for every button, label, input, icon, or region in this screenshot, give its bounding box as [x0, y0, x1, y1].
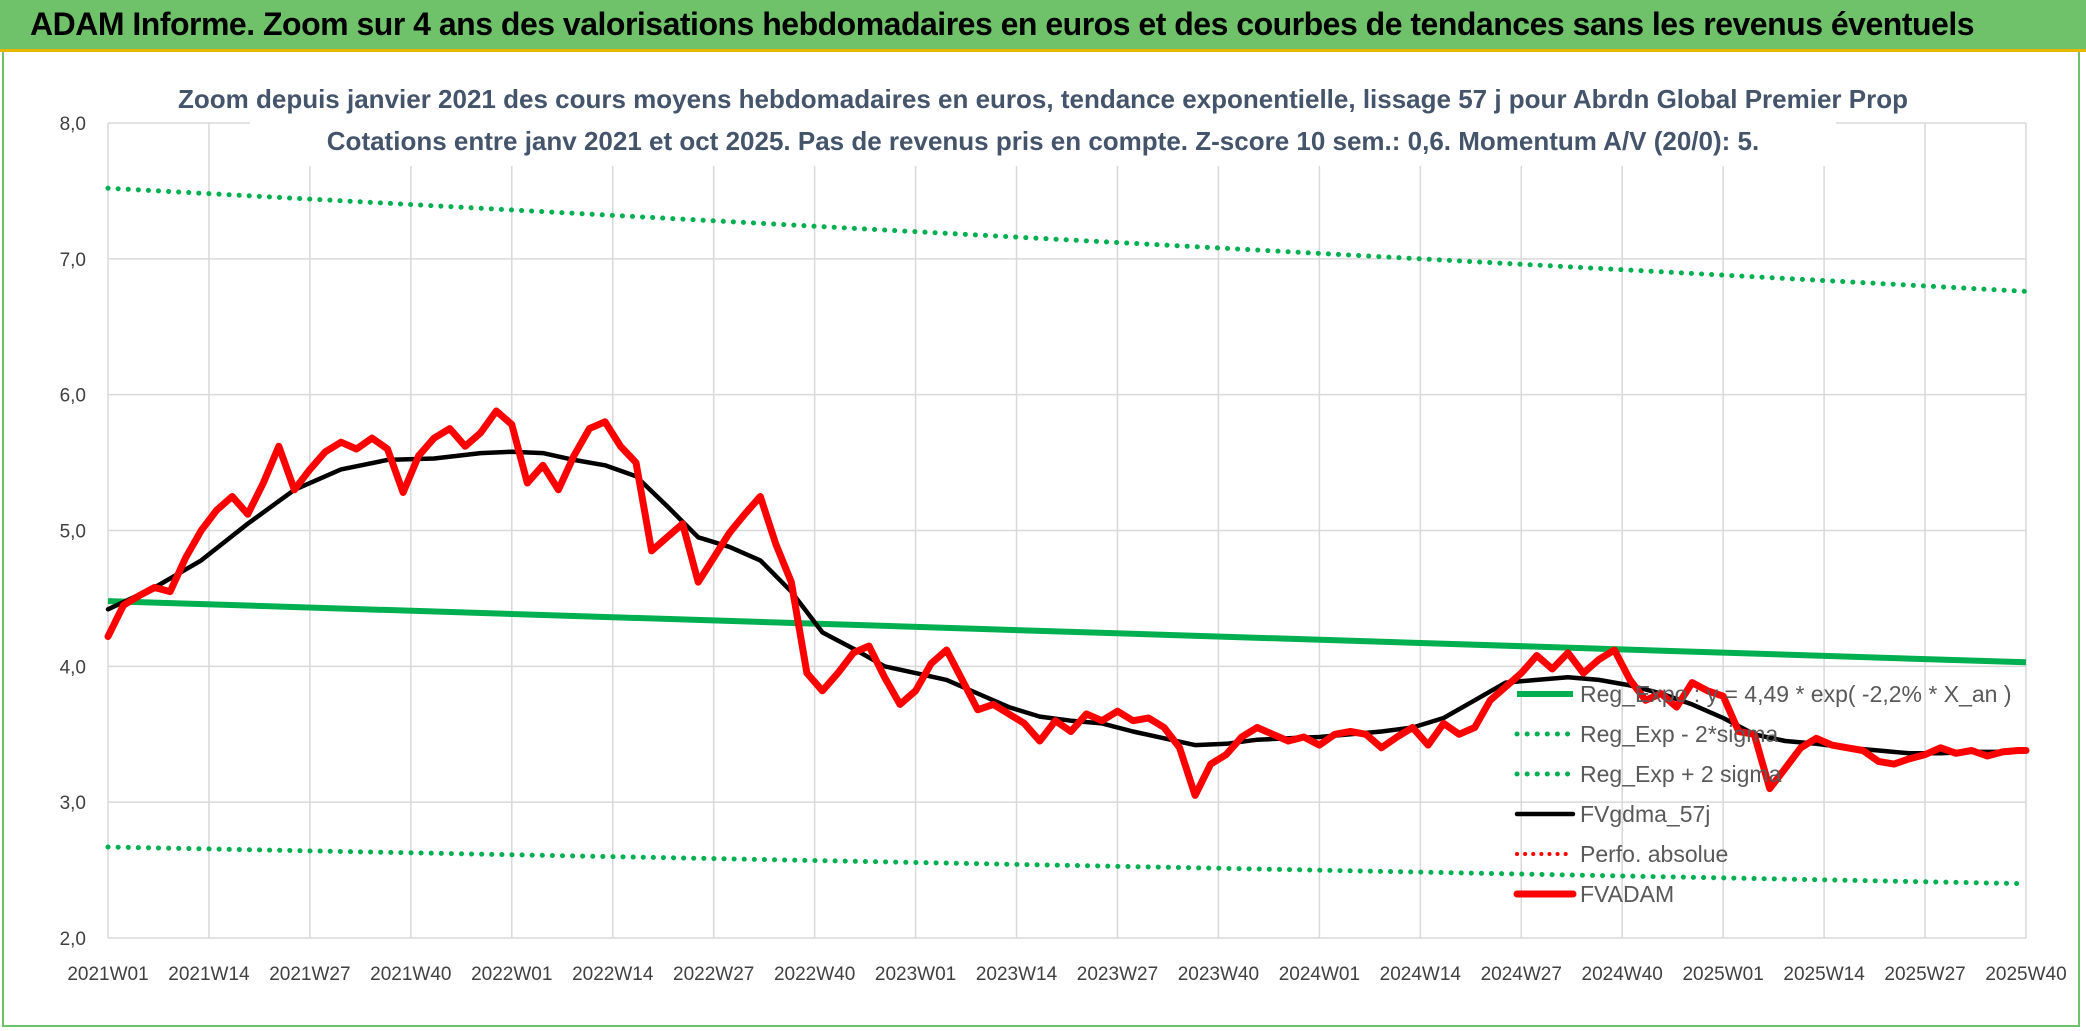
- chart-legend: Reg_Expo : y = 4,49 * exp( -2,2% * X_an …: [1513, 681, 2012, 907]
- x-tick-label: 2024W14: [1380, 964, 1462, 985]
- y-tick-label: 4,0: [60, 657, 86, 678]
- x-tick-label: 2023W14: [976, 964, 1058, 985]
- legend-label: Reg_Expo : y = 4,49 * exp( -2,2% * X_an …: [1580, 681, 2012, 707]
- legend-label: FVADAM: [1580, 881, 1674, 907]
- x-tick-label: 2024W27: [1481, 964, 1562, 985]
- x-tick-label: 2024W01: [1279, 964, 1360, 985]
- subtitle-box: [250, 76, 1836, 166]
- x-tick-label: 2021W14: [168, 964, 250, 985]
- x-tick-label: 2024W40: [1582, 964, 1663, 985]
- x-tick-label: 2022W40: [774, 964, 855, 985]
- x-tick-label: 2023W01: [875, 964, 956, 985]
- subtitle-background: [250, 76, 1836, 166]
- y-axis-ticks: 2,0 3,0 4,0 5,0 6,0 7,0 8,0: [60, 114, 86, 950]
- legend-label: Reg_Exp - 2*sigma: [1580, 721, 1778, 747]
- x-tick-label: 2022W14: [572, 964, 654, 985]
- y-tick-label: 2,0: [60, 929, 86, 950]
- x-tick-label: 2021W27: [269, 964, 350, 985]
- legend-label: Perfo. absolue: [1580, 841, 1728, 867]
- chart-subtitle-line-1: Zoom depuis janvier 2021 des cours moyen…: [178, 84, 1908, 114]
- chart-frame: [2, 52, 2080, 1027]
- y-tick-label: 6,0: [60, 386, 86, 407]
- x-tick-label: 2023W40: [1178, 964, 1259, 985]
- banner-title: ADAM Informe. Zoom sur 4 ans des valoris…: [30, 6, 1975, 42]
- x-axis-ticks: 2021W01 2021W14 2021W27 2021W40 2022W01 2022W…: [67, 964, 2066, 985]
- x-tick-label: 2022W01: [471, 964, 552, 985]
- series-line-5: [104, 407, 2030, 799]
- series-line-1: [105, 844, 2029, 887]
- chart-subtitle-line-2: Cotations entre janv 2021 et oct 2025. P…: [327, 126, 1759, 156]
- x-tick-label: 2025W27: [1884, 964, 1965, 985]
- title-banner: ADAM Informe. Zoom sur 4 ans des valoris…: [0, 0, 2086, 52]
- legend-label: FVgdma_57j: [1580, 801, 1710, 827]
- x-tick-label: 2021W40: [370, 964, 451, 985]
- y-tick-label: 3,0: [60, 793, 86, 814]
- y-tick-label: 8,0: [60, 114, 86, 135]
- y-tick-label: 7,0: [60, 250, 86, 271]
- legend-label: Reg_Exp + 2 sigma: [1580, 761, 1782, 787]
- y-tick-label: 5,0: [60, 522, 86, 543]
- series-line-3: [105, 449, 2029, 756]
- series-line-2: [105, 185, 2029, 294]
- grid-lines: [107, 122, 2027, 939]
- x-tick-label: 2025W14: [1783, 964, 1865, 985]
- x-tick-label: 2025W01: [1682, 964, 1763, 985]
- series-line-0: [107, 598, 2027, 666]
- x-tick-label: 2025W40: [1985, 964, 2066, 985]
- x-tick-label: 2021W01: [67, 964, 148, 985]
- x-tick-label: 2023W27: [1077, 964, 1158, 985]
- x-tick-label: 2022W27: [673, 964, 754, 985]
- chart-series: [104, 185, 2030, 887]
